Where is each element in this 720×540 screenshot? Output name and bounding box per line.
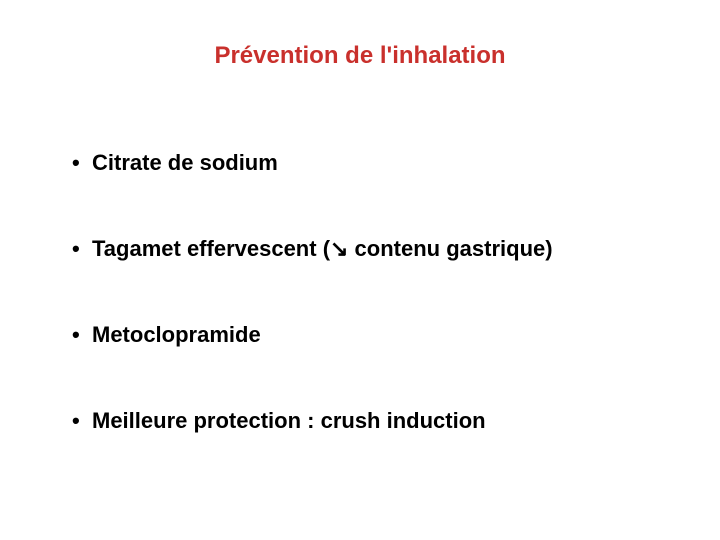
slide: Prévention de l'inhalation • Citrate de … bbox=[0, 0, 720, 540]
bullet-text: Tagamet effervescent (↘ contenu gastriqu… bbox=[92, 236, 553, 262]
list-item: • Metoclopramide bbox=[72, 322, 680, 348]
list-item: • Meilleure protection : crush induction bbox=[72, 408, 680, 434]
bullet-marker: • bbox=[72, 322, 92, 348]
bullet-text: Metoclopramide bbox=[92, 322, 261, 348]
bullet-list: • Citrate de sodium • Tagamet effervesce… bbox=[72, 150, 680, 494]
bullet-marker: • bbox=[72, 236, 92, 262]
bullet-text: Citrate de sodium bbox=[92, 150, 278, 176]
bullet-text: Meilleure protection : crush induction bbox=[92, 408, 486, 434]
list-item: • Tagamet effervescent (↘ contenu gastri… bbox=[72, 236, 680, 262]
bullet-marker: • bbox=[72, 408, 92, 434]
list-item: • Citrate de sodium bbox=[72, 150, 680, 176]
bullet-marker: • bbox=[72, 150, 92, 176]
slide-title: Prévention de l'inhalation bbox=[0, 42, 720, 70]
